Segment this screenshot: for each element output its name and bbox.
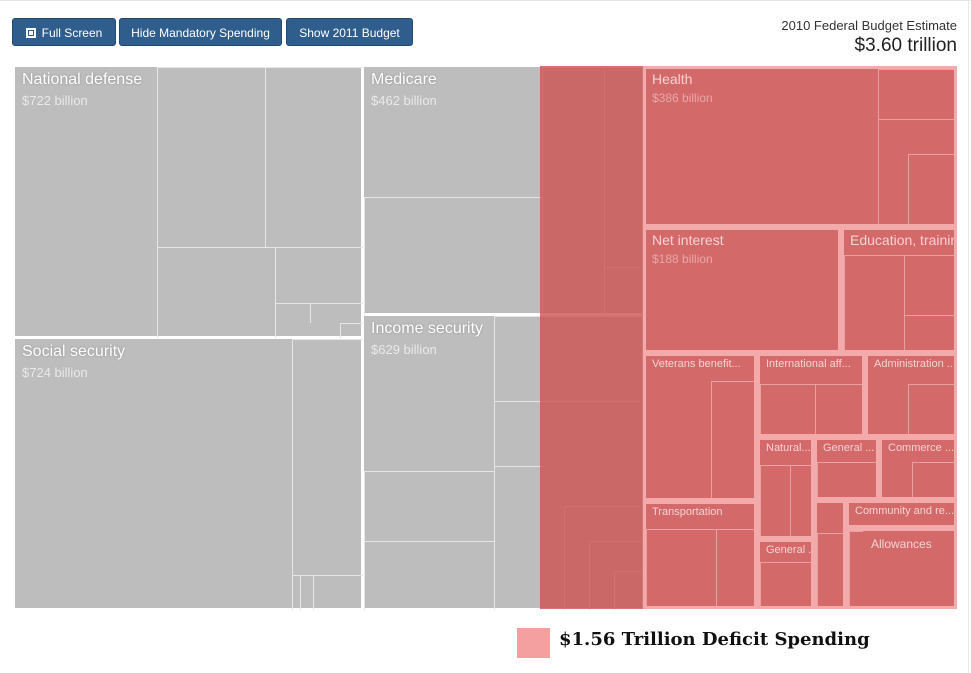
tile-education-training[interactable]: Education, trainin... — [841, 227, 957, 353]
top-divider — [0, 0, 971, 1]
tile-medicare-value: $462 billion — [371, 93, 437, 108]
deficit-legend-swatch — [517, 628, 550, 658]
tile-health-name: Health — [652, 71, 693, 87]
subtile — [157, 67, 363, 247]
tile-medicare-name: Medicare — [371, 71, 437, 88]
subtile — [904, 255, 954, 350]
tile-community-regional-name: Community and re... — [855, 505, 955, 517]
subtile — [844, 255, 954, 350]
tile-unlabeled-small[interactable] — [814, 500, 846, 609]
tile-health-value: $386 billion — [652, 91, 713, 105]
subtile — [364, 471, 494, 610]
subtile — [760, 465, 811, 536]
tile-natural-resources-name: Natural... — [766, 442, 811, 454]
tile-national-defense-value: $722 billion — [22, 93, 88, 108]
tile-income-security-name: Income security — [371, 320, 484, 337]
subtile — [760, 562, 811, 606]
tile-social-security-value: $724 billion — [22, 365, 88, 380]
tile-transportation-name: Transportation — [652, 506, 723, 518]
tile-education-training-name: Education, trainin... — [850, 232, 954, 248]
full-screen-label: Full Screen — [41, 26, 103, 40]
subtile — [908, 154, 954, 224]
tile-net-interest[interactable]: Net interest $188 billion — [643, 227, 841, 353]
subtile — [908, 384, 954, 434]
tile-international-affairs[interactable]: International aff... — [757, 353, 865, 437]
fullscreen-icon — [25, 28, 36, 38]
estimate-label: 2010 Federal Budget Estimate — [781, 18, 957, 33]
full-screen-button[interactable]: Full Screen — [12, 18, 116, 46]
subtile — [815, 384, 862, 434]
tile-health[interactable]: Health $386 billion — [643, 66, 957, 227]
subtile — [849, 531, 863, 606]
subtile — [292, 339, 363, 610]
tile-general-government[interactable]: General ... — [757, 539, 814, 609]
subtile — [912, 462, 954, 497]
subtile — [310, 303, 363, 323]
tile-social-security-name: Social security — [22, 343, 126, 360]
subtile — [790, 465, 811, 536]
subtile — [364, 197, 542, 315]
subtile — [878, 119, 954, 224]
tile-administration-name: Administration ... — [874, 358, 956, 370]
tile-commerce-name: Commerce ... — [888, 442, 955, 454]
subtile — [646, 529, 754, 606]
subtile — [716, 529, 754, 606]
subtile — [711, 381, 754, 498]
tile-national-defense-name: National defense — [22, 71, 143, 88]
right-divider — [968, 0, 969, 673]
tile-veterans-benefits-name: Veterans benefit... — [652, 358, 741, 370]
subtile — [760, 384, 862, 434]
tile-social-security[interactable]: Social security $724 billion — [14, 338, 363, 610]
subtile — [313, 575, 363, 610]
tile-transportation[interactable]: Transportation — [643, 501, 757, 609]
tile-net-interest-value: $188 billion — [652, 252, 713, 266]
subtile — [364, 541, 494, 610]
tile-income-security-value: $629 billion — [371, 342, 437, 357]
subtile — [904, 315, 954, 350]
show-2011-budget-button[interactable]: Show 2011 Budget — [286, 18, 413, 46]
estimate-value: $3.60 trillion — [854, 35, 957, 56]
tile-general-science-name: General ... — [823, 442, 875, 454]
tile-general-government-name: General ... — [766, 544, 814, 556]
tile-allowances[interactable]: Allowances — [846, 528, 957, 609]
subtile — [817, 462, 876, 497]
tile-administration[interactable]: Administration ... — [865, 353, 957, 437]
tile-general-science[interactable]: General ... — [814, 437, 879, 500]
tile-international-affairs-name: International aff... — [766, 358, 851, 370]
hide-mandatory-spending-button[interactable]: Hide Mandatory Spending — [119, 18, 282, 46]
tile-allowances-name: Allowances — [871, 537, 932, 551]
tile-national-defense[interactable]: National defense $722 billion — [14, 66, 363, 338]
deficit-legend-text: $1.56 Trillion Deficit Spending — [559, 629, 870, 650]
tile-natural-resources[interactable]: Natural... — [757, 437, 814, 539]
subtile — [275, 247, 363, 303]
subtile — [494, 466, 544, 610]
tile-community-regional[interactable]: Community and re... — [846, 500, 957, 528]
tile-commerce[interactable]: Commerce ... — [879, 437, 957, 500]
subtile — [817, 533, 843, 606]
subtile — [265, 67, 363, 247]
tile-net-interest-name: Net interest — [652, 232, 724, 248]
subtile — [340, 323, 363, 338]
tile-veterans-benefits[interactable]: Veterans benefit... — [643, 353, 757, 501]
subtile — [157, 247, 363, 338]
